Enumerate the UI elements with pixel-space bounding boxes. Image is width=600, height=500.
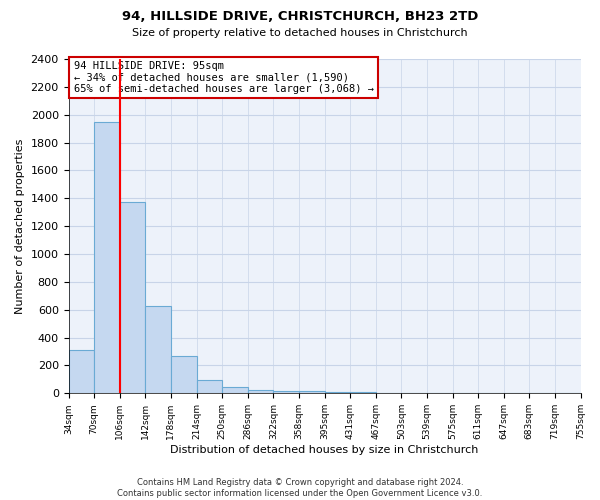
Bar — [120, 202, 145, 394]
Bar — [94, 122, 120, 394]
Bar — [197, 380, 222, 394]
Bar — [376, 392, 401, 394]
Bar — [222, 386, 248, 394]
Bar — [427, 393, 452, 394]
Y-axis label: Number of detached properties: Number of detached properties — [15, 138, 25, 314]
Bar — [325, 392, 350, 394]
Bar — [299, 392, 325, 394]
Bar — [171, 356, 197, 394]
Text: Size of property relative to detached houses in Christchurch: Size of property relative to detached ho… — [132, 28, 468, 38]
Bar — [274, 391, 299, 394]
Text: 94, HILLSIDE DRIVE, CHRISTCHURCH, BH23 2TD: 94, HILLSIDE DRIVE, CHRISTCHURCH, BH23 2… — [122, 10, 478, 23]
Bar — [401, 392, 427, 394]
X-axis label: Distribution of detached houses by size in Christchurch: Distribution of detached houses by size … — [170, 445, 479, 455]
Text: 94 HILLSIDE DRIVE: 95sqm
← 34% of detached houses are smaller (1,590)
65% of sem: 94 HILLSIDE DRIVE: 95sqm ← 34% of detach… — [74, 60, 374, 94]
Bar — [68, 350, 94, 394]
Bar — [145, 306, 171, 394]
Bar — [248, 390, 274, 394]
Text: Contains HM Land Registry data © Crown copyright and database right 2024.
Contai: Contains HM Land Registry data © Crown c… — [118, 478, 482, 498]
Bar — [350, 392, 376, 394]
